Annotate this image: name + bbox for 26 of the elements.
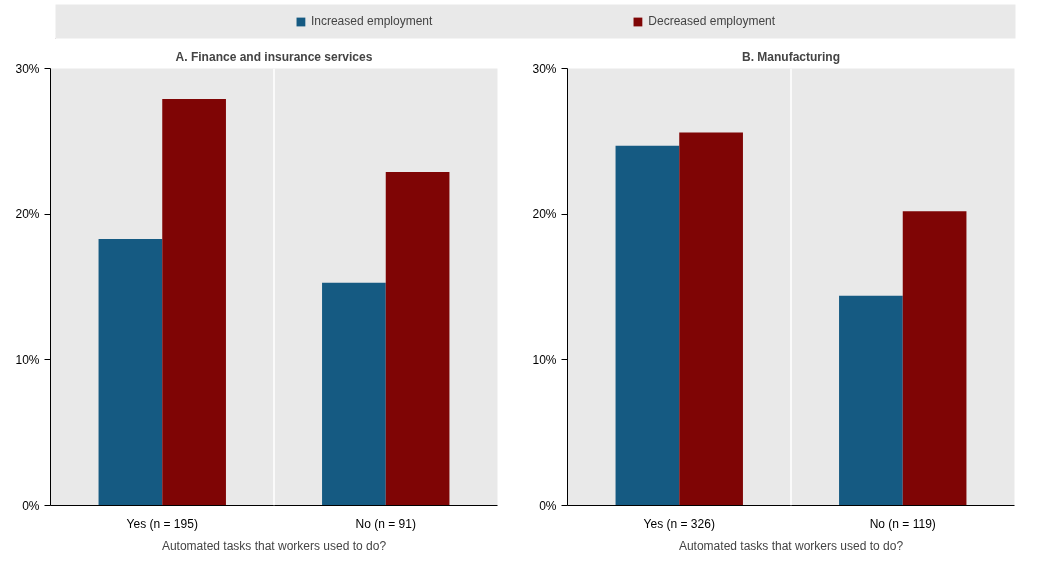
y-tick-label: 0% (539, 498, 557, 513)
legend-label: Decreased employment (648, 14, 776, 28)
x-tick-label: Yes (n = 326) (643, 516, 715, 531)
y-tick-label: 10% (532, 352, 557, 367)
bar (98, 238, 163, 506)
y-tick-label: 20% (15, 207, 40, 222)
y-tick-label: 30% (15, 61, 40, 76)
bar (839, 295, 903, 506)
y-tick-label: 10% (15, 352, 40, 367)
bar (385, 171, 450, 506)
chart-title: A. Finance and insurance services (175, 49, 373, 64)
y-tick-label: 30% (532, 61, 557, 76)
bar (162, 99, 226, 506)
x-tick-label: No (n = 91) (355, 516, 416, 531)
x-tick-label: No (n = 119) (869, 516, 936, 531)
y-tick-label: 20% (532, 207, 557, 222)
bar (902, 211, 967, 506)
x-tick-label: Yes (n = 195) (126, 516, 198, 531)
bar (322, 282, 386, 506)
x-axis-title: Automated tasks that workers used to do? (678, 538, 904, 553)
legend-label: Increased employment (310, 14, 433, 28)
chart-title: B. Manufacturing (742, 49, 840, 64)
y-tick-label: 0% (22, 498, 40, 513)
bar (615, 145, 680, 506)
bar (679, 132, 743, 506)
x-axis-title: Automated tasks that workers used to do? (161, 538, 387, 553)
